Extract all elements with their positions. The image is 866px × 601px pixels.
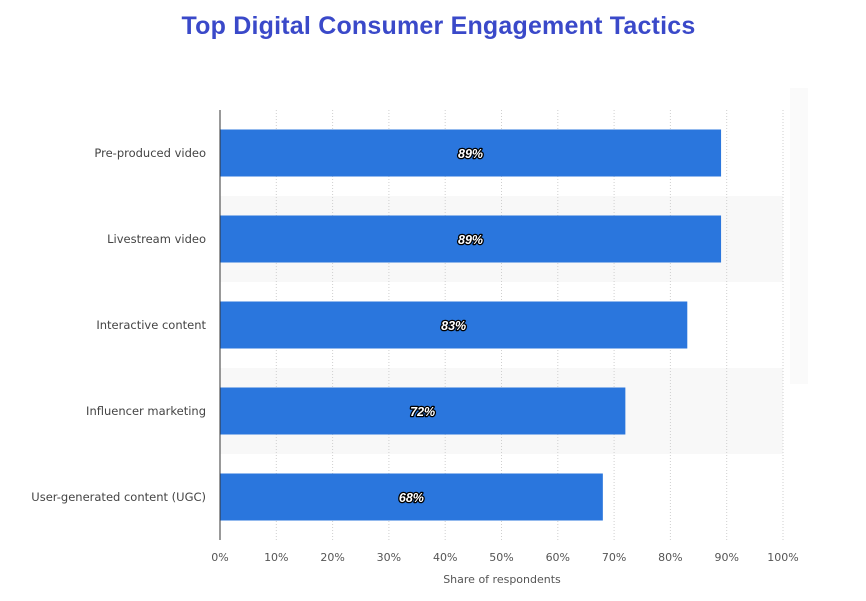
category-label: Influencer marketing [86,404,206,418]
plot-edge-shade [790,88,808,384]
category-label: User-generated content (UGC) [31,490,206,504]
x-tick-label: 60% [546,551,570,564]
x-tick-label: 0% [211,551,228,564]
x-tick-label: 30% [377,551,401,564]
category-label: Interactive content [96,318,206,332]
data-label: 89% [458,147,483,161]
x-tick-label: 90% [714,551,738,564]
bar[interactable] [220,473,603,521]
bar[interactable] [220,301,688,349]
data-labels: 89% 89% 83% 72% 68% [398,146,485,507]
x-tick-label: 100% [767,551,798,564]
bar[interactable] [220,215,722,263]
data-label: 83% [441,319,466,333]
data-label: 68% [399,491,424,505]
x-tick-labels: 0% 10% 20% 30% 40% 50% 60% 70% 80% 90% 100% [211,551,798,564]
x-axis-title: Share of respondents [443,573,561,586]
chart-title: Top Digital Consumer Engagement Tactics [181,12,696,40]
bar[interactable] [220,387,626,435]
data-label: 89% [458,233,483,247]
bar[interactable] [220,129,722,177]
x-tick-label: 20% [320,551,344,564]
x-tick-label: 80% [658,551,682,564]
x-tick-label: 50% [489,551,513,564]
x-tick-label: 10% [264,551,288,564]
x-tick-label: 40% [433,551,457,564]
data-label: 72% [410,405,435,419]
bars [220,129,722,521]
category-label: Pre-produced video [94,146,206,160]
category-labels: Pre-produced video Livestream video Intera… [31,146,206,504]
category-label: Livestream video [107,232,206,246]
x-tick-label: 70% [602,551,626,564]
